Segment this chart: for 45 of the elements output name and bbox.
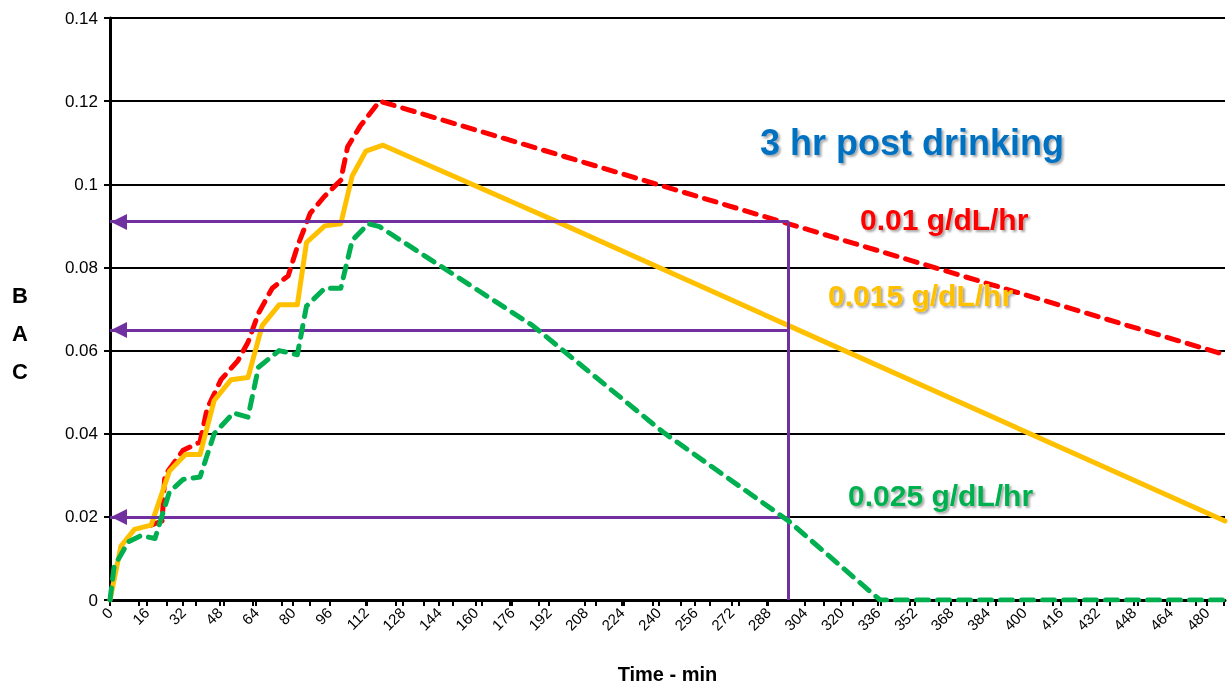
x-tick-label: 400 — [1000, 603, 1030, 634]
x-tick-label: 64 — [238, 603, 263, 628]
x-tick-label: 384 — [963, 603, 994, 634]
x-tick-label: 0 — [98, 603, 117, 622]
y-axis-title: BAC — [12, 282, 28, 384]
x-tick-label: 352 — [890, 603, 921, 634]
x-tick-label: 304 — [780, 603, 811, 634]
series-label: 0.01 g/dL/hr — [860, 202, 1029, 236]
x-tick-label: 288 — [744, 603, 775, 634]
x-axis-title: Time - min — [617, 663, 718, 685]
x-tick-label: 240 — [634, 603, 665, 634]
series-label: 0.025 g/dL/hr — [848, 478, 1034, 512]
y-tick-label: 0.08 — [64, 257, 98, 277]
y-tick-label: 0.12 — [64, 91, 98, 111]
x-tick-label: 272 — [707, 603, 738, 634]
y-tick-label: 0 — [88, 590, 98, 610]
annotation: 3 hr post drinking — [760, 121, 1065, 163]
x-tick-label: 32 — [165, 603, 190, 628]
x-tick-label: 432 — [1073, 603, 1104, 634]
x-tick-label: 320 — [817, 603, 848, 634]
series-label: 0.015 g/dL/hr — [828, 278, 1014, 312]
y-tick-label: 0.04 — [64, 424, 98, 444]
x-tick-label: 176 — [488, 603, 519, 634]
x-tick-label: 208 — [561, 603, 592, 634]
x-tick-label: 448 — [1109, 603, 1140, 634]
x-tick-label: 16 — [128, 603, 153, 628]
y-tick-label: 0.06 — [64, 341, 98, 361]
x-tick-label: 224 — [598, 603, 628, 634]
x-tick-label: 128 — [378, 603, 409, 634]
x-tick-label: 256 — [671, 603, 701, 634]
y-tick-label: 0.02 — [64, 507, 98, 527]
x-tick-label: 112 — [343, 603, 372, 633]
x-tick-label: 464 — [1146, 603, 1177, 634]
x-tick-label: 336 — [854, 603, 884, 634]
y-tick-label: 0.1 — [74, 174, 98, 194]
x-tick-label: 160 — [451, 603, 482, 634]
x-tick-label: 96 — [311, 603, 336, 628]
x-tick-label: 192 — [524, 603, 555, 634]
x-tick-label: 416 — [1036, 603, 1067, 634]
y-tick-label: 0.14 — [64, 8, 98, 28]
x-tick-label: 144 — [415, 603, 446, 634]
x-tick-label: 368 — [927, 603, 957, 634]
x-tick-label: 48 — [201, 603, 226, 628]
x-tick-label: 480 — [1183, 603, 1213, 634]
x-tick-label: 80 — [274, 603, 299, 628]
